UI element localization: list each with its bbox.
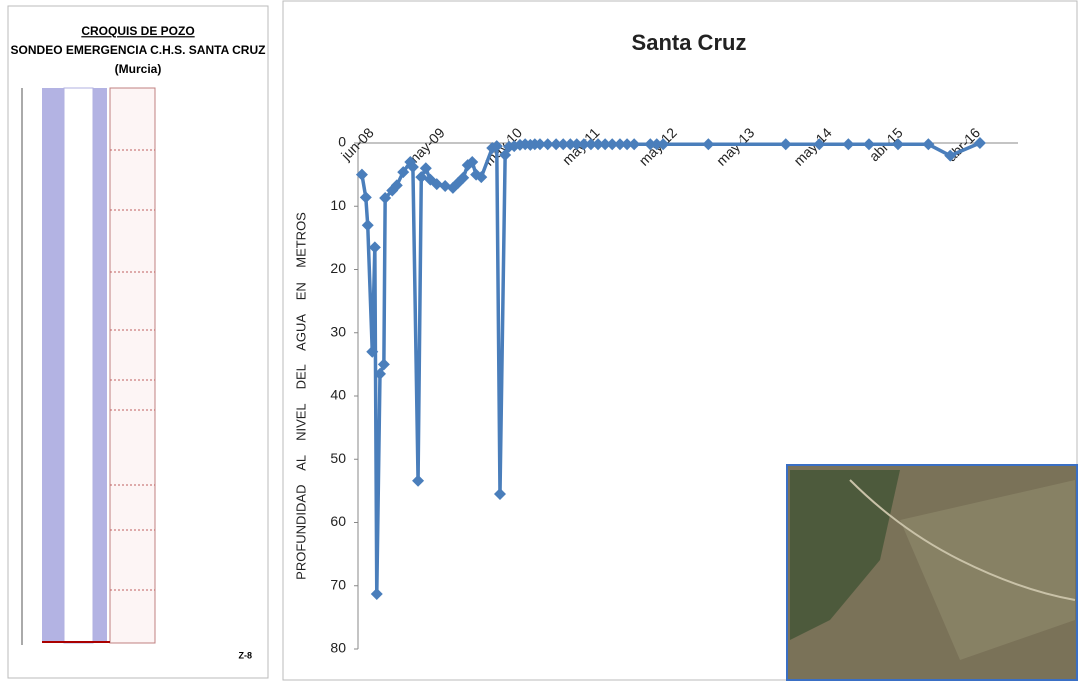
y-tick-label: 0 bbox=[338, 134, 346, 150]
data-point bbox=[490, 140, 503, 153]
data-point bbox=[592, 138, 605, 151]
diagram-code: Z-8 bbox=[239, 650, 253, 660]
data-point bbox=[475, 171, 488, 184]
chart-title: Santa Cruz bbox=[632, 30, 747, 55]
data-point bbox=[390, 179, 403, 192]
data-point bbox=[370, 587, 383, 600]
data-point bbox=[373, 367, 386, 380]
y-tick-label: 50 bbox=[330, 450, 346, 466]
data-point bbox=[550, 138, 563, 151]
diagram-title: CROQUIS DE POZO bbox=[81, 24, 194, 38]
data-point bbox=[584, 138, 597, 151]
diagram-subtitle: SONDEO EMERGENCIA C.H.S. SANTA CRUZ bbox=[11, 43, 266, 57]
y-tick-label: 30 bbox=[330, 323, 346, 339]
y-tick-label: 80 bbox=[330, 640, 346, 656]
data-point bbox=[862, 138, 875, 151]
data-point bbox=[366, 345, 379, 358]
map-fields bbox=[900, 480, 1075, 660]
data-point bbox=[644, 138, 657, 151]
data-point bbox=[499, 149, 512, 162]
data-point bbox=[379, 192, 392, 205]
data-point bbox=[628, 138, 641, 151]
data-point bbox=[650, 138, 663, 151]
data-point bbox=[466, 155, 479, 168]
data-point bbox=[355, 168, 368, 181]
data-point bbox=[430, 178, 443, 191]
y-tick-label: 60 bbox=[330, 513, 346, 529]
data-point bbox=[406, 161, 419, 174]
data-point bbox=[412, 474, 425, 487]
data-point bbox=[361, 219, 374, 232]
data-point bbox=[613, 138, 626, 151]
y-tick-label: 40 bbox=[330, 387, 346, 403]
data-point bbox=[533, 138, 546, 151]
map-road bbox=[849, 479, 1076, 601]
casing-right bbox=[93, 88, 107, 643]
y-tick-label: 10 bbox=[330, 197, 346, 213]
y-axis-label: PROFUNDIDAD AL NIVEL DEL AGUA EN METROS bbox=[293, 212, 308, 580]
map-inset bbox=[786, 464, 1078, 681]
data-point bbox=[621, 138, 634, 151]
data-point bbox=[493, 488, 506, 501]
data-point bbox=[541, 138, 554, 151]
data-point bbox=[813, 138, 826, 151]
data-point bbox=[419, 162, 432, 175]
lithology-lines bbox=[110, 149, 155, 591]
y-tick-label: 70 bbox=[330, 576, 346, 592]
data-point bbox=[415, 171, 428, 184]
data-point bbox=[457, 171, 470, 184]
data-point bbox=[564, 138, 577, 151]
data-point bbox=[577, 138, 590, 151]
data-point bbox=[944, 149, 957, 162]
data-point bbox=[922, 138, 935, 151]
data-point bbox=[606, 138, 619, 151]
well-diagram: CROQUIS DE POZO SONDEO EMERGENCIA C.H.S.… bbox=[7, 5, 269, 679]
data-point bbox=[570, 138, 583, 151]
data-point bbox=[973, 137, 986, 149]
map-hills bbox=[790, 470, 900, 640]
data-point bbox=[892, 138, 905, 151]
bore bbox=[63, 87, 94, 644]
data-point bbox=[397, 166, 410, 179]
data-point bbox=[779, 138, 792, 151]
data-point bbox=[599, 138, 612, 151]
data-point bbox=[359, 191, 372, 204]
y-tick-label: 20 bbox=[330, 260, 346, 276]
lithology-column bbox=[109, 87, 156, 644]
data-point bbox=[842, 138, 855, 151]
data-point bbox=[657, 138, 670, 151]
data-point bbox=[702, 138, 715, 151]
data-point bbox=[557, 138, 570, 151]
diagram-location: (Murcia) bbox=[115, 62, 162, 76]
data-point bbox=[368, 241, 381, 254]
casing-left bbox=[42, 88, 64, 643]
data-point bbox=[377, 358, 390, 371]
